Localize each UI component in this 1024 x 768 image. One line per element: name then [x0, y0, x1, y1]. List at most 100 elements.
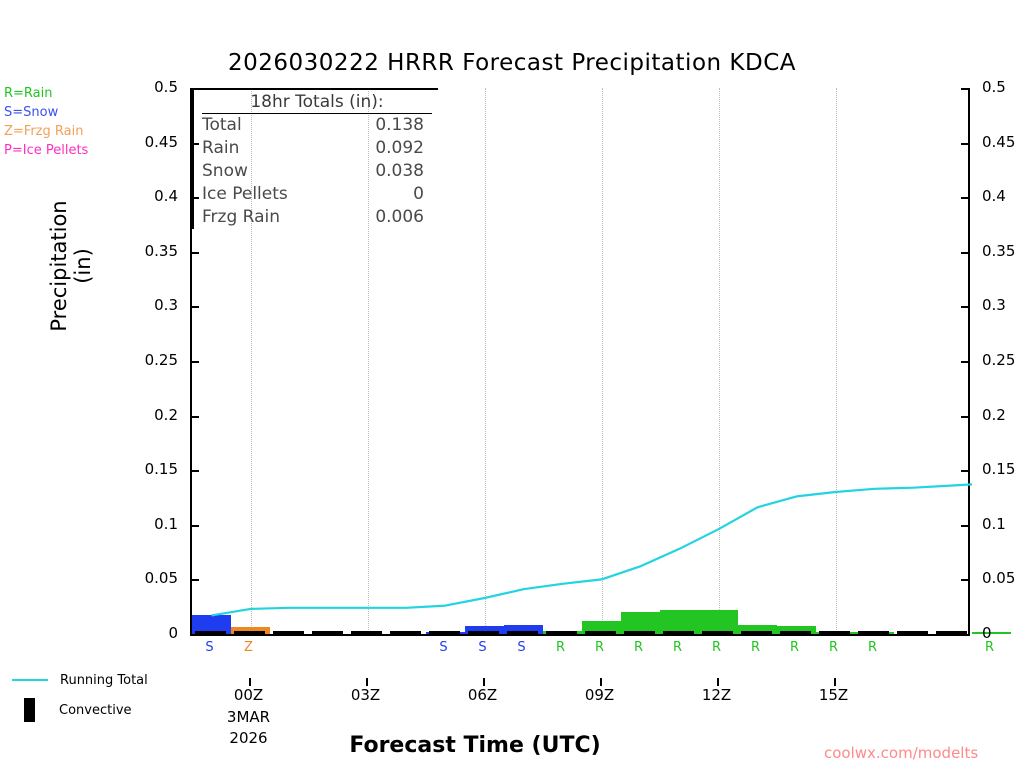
y-tick-right	[961, 415, 970, 418]
x-axis-label: 00Z	[233, 686, 264, 704]
page-title: 2026030222 HRRR Forecast Precipitation K…	[228, 50, 796, 76]
convective-baseline-segment	[741, 631, 772, 634]
gridline-09Z	[601, 88, 603, 634]
totals-row: Rain 0.092	[194, 137, 438, 160]
y-axis-label: 0.25	[982, 351, 1016, 369]
x-axis-date-stamp: 3MAR	[226, 708, 271, 726]
convective-baseline-segment	[858, 631, 889, 634]
y-axis-label: 0.3	[154, 296, 178, 315]
type-legend-item: Z=Frzg Rain	[4, 124, 84, 139]
precip-type-letter: S	[478, 640, 487, 655]
zero-axis-line	[192, 634, 968, 636]
legend-item-label: Running Total	[60, 672, 148, 688]
convective-baseline-segment	[390, 631, 421, 634]
precip-bar	[738, 625, 777, 634]
y-tick-right	[961, 197, 970, 200]
y-axis-label: 0.4	[154, 187, 178, 206]
y-axis-label: 0.1	[982, 514, 1006, 533]
x-axis-label: 15Z	[818, 686, 849, 704]
precip-bar	[660, 609, 699, 634]
precip-type-letter: R	[711, 640, 722, 655]
y-tick-right	[961, 634, 970, 636]
legend-item: Running Total	[12, 665, 187, 695]
x-axis-label: 09Z	[584, 686, 615, 704]
totals-summary-box: 18hr Totals (in): Total 0.138 Rain 0.092 Sno…	[192, 88, 438, 229]
convective-baseline-segment	[663, 631, 694, 634]
totals-row-value: 0.006	[375, 207, 424, 227]
precip-type-letter: R	[789, 640, 800, 655]
y-tick-left	[190, 88, 199, 90]
x-axis-label: 03Z	[350, 686, 381, 704]
y-axis-title: Precipitation (in)	[47, 200, 95, 332]
y-axis-label: 0.45	[144, 132, 178, 151]
totals-row: Total 0.138	[194, 114, 438, 137]
y-axis-label: 0.3	[982, 296, 1006, 315]
y-axis-label: 0.2	[982, 405, 1006, 424]
type-legend-item: P=Ice Pellets	[4, 143, 89, 158]
precip-type-letter: S	[439, 640, 448, 655]
convective-baseline-segment	[819, 631, 850, 634]
x-axis-date-stamp: 2026	[229, 729, 268, 747]
plot-inner	[192, 88, 1011, 636]
y-axis-label: 0.15	[144, 460, 178, 479]
type-legend-item: R=Rain	[4, 86, 53, 101]
precip-bar	[465, 626, 504, 634]
totals-row-value: 0.092	[375, 138, 424, 158]
y-tick-left	[190, 361, 199, 363]
y-tick-left	[190, 579, 199, 582]
precip-type-letter: R	[984, 640, 995, 655]
convective-baseline-segment	[507, 631, 538, 634]
precip-bar	[699, 609, 738, 634]
y-axis-label: 0.05	[144, 569, 178, 588]
x-axis-label: 12Z	[701, 686, 732, 704]
precip-type-legend: R=Rain S=Snow Z=Frzg Rain P=Ice Pellets	[4, 84, 154, 160]
running-total-line	[211, 483, 972, 617]
precip-bar	[972, 632, 1011, 634]
convective-baseline-segment	[780, 631, 811, 634]
convective-baseline-segment	[702, 631, 733, 634]
y-axis-label: 0.2	[154, 405, 178, 424]
y-axis-label: 0.25	[144, 351, 178, 369]
plot-area	[190, 88, 1011, 636]
y-tick-left	[190, 306, 199, 309]
y-tick-right	[961, 579, 970, 582]
convective-baseline-segment	[312, 631, 343, 634]
convective-baseline-segment	[195, 631, 226, 634]
totals-row-label: Snow	[202, 161, 248, 181]
totals-row-label: Rain	[202, 138, 240, 158]
x-tick	[482, 678, 485, 686]
gridline-12Z	[718, 88, 720, 634]
precip-bar	[777, 626, 816, 634]
precip-type-letter: R	[633, 640, 644, 655]
convective-baseline-segment	[273, 631, 304, 634]
convective-baseline-segment	[546, 631, 577, 634]
y-tick-left	[190, 251, 199, 254]
precip-type-letter: R	[594, 640, 605, 655]
x-tick	[365, 678, 368, 686]
legend-item-label: Convective	[59, 702, 132, 718]
y-tick-left	[190, 634, 199, 636]
x-tick	[833, 678, 836, 686]
y-axis-label: 0.5	[154, 78, 178, 96]
precip-type-letter: S	[517, 640, 526, 655]
y-tick-left	[190, 142, 199, 145]
y-tick-left	[190, 197, 199, 200]
y-axis-label: 0.35	[982, 241, 1016, 260]
gridline-15Z	[835, 88, 837, 634]
convective-baseline-segment	[351, 631, 382, 634]
y-tick-right	[961, 470, 970, 473]
precip-bar	[192, 615, 231, 634]
y-tick-left	[190, 415, 199, 418]
legend-line-swatch	[12, 679, 48, 681]
precip-type-letter: R	[555, 640, 566, 655]
y-tick-left	[190, 524, 199, 527]
y-axis-label: 0.05	[982, 569, 1016, 588]
gridline-06Z	[484, 88, 486, 634]
totals-row-value: 0.038	[375, 161, 424, 181]
convective-baseline-segment	[624, 631, 655, 634]
y-axis-label: 0.4	[982, 187, 1006, 206]
y-tick-left	[190, 470, 199, 473]
x-tick	[248, 678, 251, 686]
y-tick-right	[961, 361, 970, 363]
totals-row: Ice Pellets 0	[194, 183, 438, 206]
